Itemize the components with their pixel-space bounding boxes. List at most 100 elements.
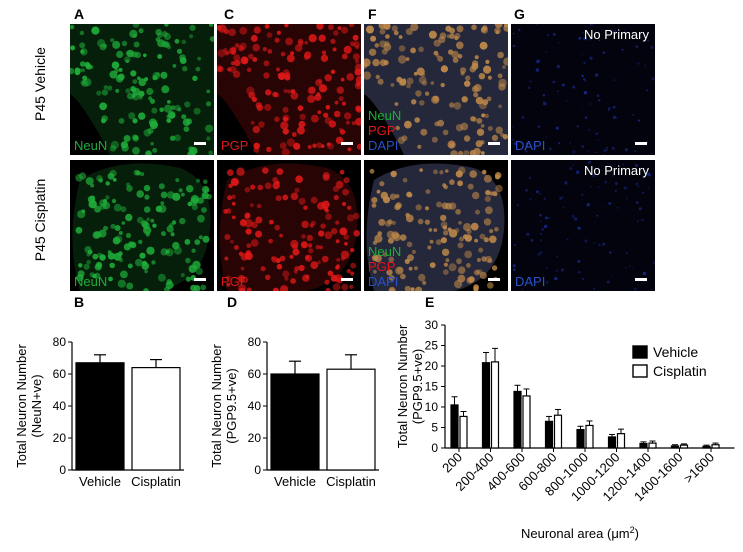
neuron-cell bbox=[289, 254, 294, 259]
micrograph-merge-veh: NeuN PGP DAPI bbox=[364, 24, 508, 155]
micrograph-pgp-cis: PGP bbox=[217, 160, 361, 291]
neuron-cell bbox=[181, 192, 185, 197]
dapi-nucleus bbox=[622, 163, 625, 166]
neuron-cell bbox=[196, 178, 200, 183]
neuron-cell bbox=[232, 70, 241, 78]
neuron-cell bbox=[235, 43, 240, 48]
bar-cisplatin bbox=[679, 444, 689, 449]
y-tick-label: 0 bbox=[254, 463, 261, 477]
dapi-nucleus bbox=[542, 101, 545, 103]
neuron-cell bbox=[472, 191, 480, 200]
neuron-cell bbox=[448, 229, 458, 238]
dapi-nucleus bbox=[539, 220, 542, 223]
neuron-cell bbox=[451, 50, 459, 59]
dapi-nucleus bbox=[571, 214, 575, 219]
neuron-cell bbox=[463, 234, 468, 240]
dapi-nucleus bbox=[602, 242, 606, 246]
neuron-cell bbox=[295, 175, 303, 183]
neuron-cell bbox=[217, 49, 226, 58]
row-label-vehicle: P45 Vehicle bbox=[32, 47, 48, 121]
dapi-nucleus bbox=[561, 196, 564, 198]
neuron-cell bbox=[404, 285, 411, 291]
dapi-nucleus bbox=[525, 142, 528, 145]
neuron-cell bbox=[332, 47, 337, 52]
neuron-cell bbox=[314, 93, 322, 101]
neuron-cell bbox=[312, 143, 317, 148]
neuron-cell bbox=[301, 234, 306, 239]
neuron-cell bbox=[338, 127, 343, 132]
dapi-nucleus bbox=[646, 89, 649, 92]
neuron-cell bbox=[223, 28, 230, 35]
neuron-cell bbox=[366, 25, 374, 34]
dapi-nucleus bbox=[539, 192, 542, 195]
neuron-cell bbox=[226, 169, 234, 176]
neuron-cell bbox=[341, 101, 346, 106]
neuron-cell bbox=[112, 236, 121, 245]
neuron-cell bbox=[347, 147, 352, 152]
neuron-cell bbox=[266, 146, 272, 153]
neuron-cell bbox=[286, 54, 295, 63]
neuron-cell bbox=[394, 102, 399, 106]
neuron-cell bbox=[205, 124, 214, 133]
dapi-nucleus bbox=[624, 29, 626, 32]
neuron-cell bbox=[103, 85, 108, 90]
neuron-cell bbox=[324, 117, 332, 124]
neuron-cell bbox=[146, 246, 155, 255]
neuron-cell bbox=[324, 279, 330, 285]
micrograph-pgp-veh: PGP bbox=[217, 24, 361, 155]
neuron-cell bbox=[347, 205, 352, 210]
neuron-cell bbox=[132, 87, 141, 96]
neuron-cell bbox=[320, 54, 329, 62]
neuron-cell bbox=[339, 169, 345, 175]
neuron-cell bbox=[203, 179, 208, 184]
dapi-nucleus bbox=[648, 186, 650, 189]
neuron-cell bbox=[246, 67, 252, 73]
bar-vehicle bbox=[576, 428, 585, 449]
neuron-cell bbox=[424, 91, 430, 96]
neuron-cell bbox=[303, 205, 308, 211]
neuron-cell bbox=[473, 92, 479, 98]
neuron-cell bbox=[155, 72, 160, 77]
neuron-cell bbox=[224, 234, 231, 240]
neuron-cell bbox=[495, 126, 503, 134]
neuron-cell bbox=[117, 73, 125, 81]
neuron-cell bbox=[297, 38, 304, 44]
neuron-cell bbox=[301, 220, 309, 229]
neuron-cell bbox=[118, 118, 125, 124]
neuron-cell bbox=[336, 86, 344, 94]
x-tick-label: Vehicle bbox=[274, 474, 316, 489]
dapi-nucleus bbox=[543, 224, 548, 229]
neuron-cell bbox=[298, 264, 305, 272]
neuron-cell bbox=[371, 197, 378, 204]
dapi-nucleus bbox=[529, 80, 532, 83]
dapi-nucleus bbox=[554, 277, 558, 281]
no-primary-label: No Primary bbox=[583, 163, 649, 178]
neuron-cell bbox=[144, 269, 148, 274]
neuron-cell bbox=[322, 174, 330, 181]
dapi-nucleus bbox=[578, 270, 581, 274]
dapi-nucleus bbox=[559, 196, 563, 200]
neuron-cell bbox=[310, 114, 319, 123]
neuron-cell bbox=[109, 145, 117, 152]
neuron-cell bbox=[144, 194, 150, 200]
neuron-cell bbox=[371, 203, 377, 208]
neuron-cell bbox=[155, 28, 162, 36]
neuron-cell bbox=[250, 120, 255, 125]
neuron-cell bbox=[108, 276, 113, 282]
dapi-nucleus bbox=[535, 68, 540, 72]
neuron-cell bbox=[84, 61, 91, 68]
neuron-cell bbox=[391, 231, 400, 240]
dapi-nucleus bbox=[595, 73, 599, 77]
neuron-cell bbox=[80, 48, 88, 56]
neuron-cell bbox=[399, 234, 407, 241]
neuron-cell bbox=[395, 125, 400, 131]
neuron-cell bbox=[231, 50, 236, 55]
neuron-cell bbox=[92, 253, 99, 260]
dapi-nucleus bbox=[597, 139, 600, 142]
bar-cisplatin bbox=[616, 433, 626, 449]
neuron-cell bbox=[172, 192, 181, 201]
neuron-cell bbox=[447, 49, 454, 55]
dapi-nucleus bbox=[545, 136, 547, 138]
neuron-cell bbox=[134, 51, 141, 59]
dapi-nucleus bbox=[625, 267, 627, 269]
